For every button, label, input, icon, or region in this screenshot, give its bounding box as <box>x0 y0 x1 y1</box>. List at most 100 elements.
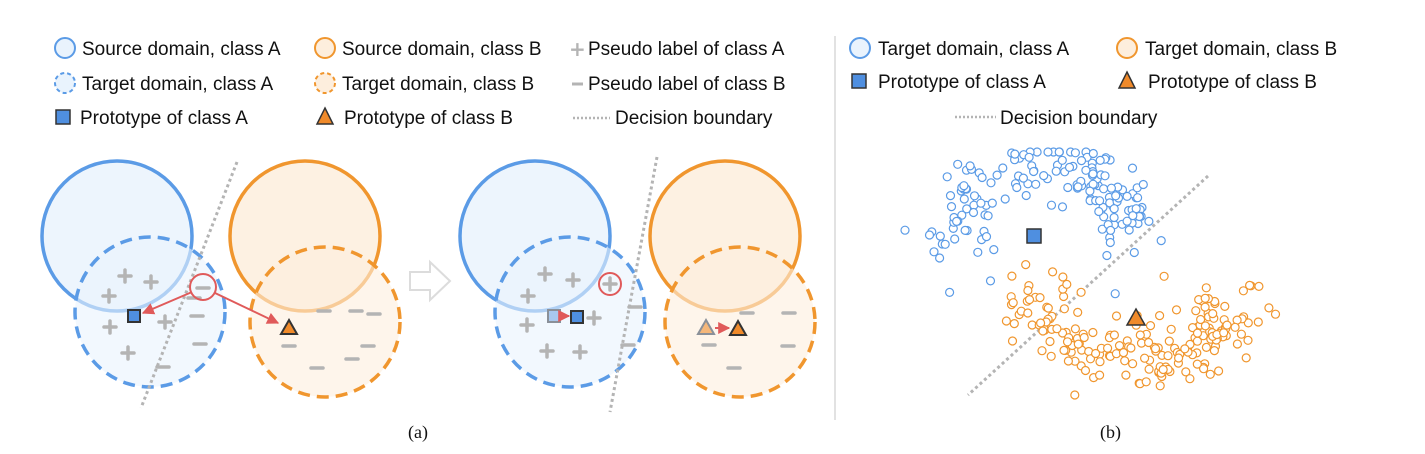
class-b-point <box>1243 335 1253 345</box>
legend-b-target-a-icon <box>849 37 871 59</box>
class-a-point <box>989 245 999 255</box>
class-b-point <box>1158 364 1168 375</box>
scatter-b <box>900 147 1281 400</box>
class-a-point <box>1000 194 1010 204</box>
class-b-point <box>1009 319 1019 329</box>
class-a-point <box>992 170 1002 180</box>
class-a-point <box>1128 211 1138 221</box>
class-a-point <box>965 161 975 171</box>
class-b-point <box>1001 316 1012 326</box>
class-a-point <box>1111 191 1121 201</box>
class-a-point <box>950 234 960 244</box>
class-a-point <box>1109 204 1119 214</box>
class-a-point <box>1070 148 1081 158</box>
class-a-point <box>935 231 945 241</box>
class-a-point <box>945 191 956 201</box>
class-a-point <box>934 253 945 263</box>
old-proto-a-marker <box>547 309 561 323</box>
class-b-point <box>1192 359 1202 369</box>
class-b-point <box>1195 314 1206 325</box>
class-b-point <box>1139 353 1150 363</box>
class-b-point <box>1126 343 1136 353</box>
class-b-point <box>1238 286 1249 296</box>
class-b-point <box>1166 324 1176 334</box>
class-b-point <box>1198 364 1209 374</box>
class-b-point <box>1070 390 1080 400</box>
class-b-point <box>1102 343 1113 353</box>
class-b-point <box>1201 283 1211 293</box>
class-b-point <box>1080 365 1091 376</box>
class-a-point <box>1012 182 1022 193</box>
class-a-point <box>986 178 996 188</box>
class-b-point <box>1185 374 1195 384</box>
class-a-point <box>1024 152 1034 162</box>
class-b-point <box>1127 359 1138 369</box>
class-b-point <box>1135 330 1145 340</box>
class-b-point <box>1200 293 1210 303</box>
class-b-point <box>1213 366 1224 376</box>
class-b-point <box>1035 293 1045 303</box>
legend-boundary-label: Decision boundary <box>615 108 773 129</box>
class-a-point <box>1028 166 1039 177</box>
legend-b-boundary-label: Decision boundary <box>1000 108 1158 129</box>
class-a-point <box>1051 166 1061 176</box>
highlight-circle-after <box>598 272 622 296</box>
class-b-point <box>1094 370 1105 380</box>
class-b-point <box>1191 306 1201 316</box>
class-a-point <box>1018 173 1029 183</box>
legend-b-target-b-label: Target domain, class B <box>1145 39 1337 60</box>
legend-b-target-a-label: Target domain, class A <box>878 39 1069 60</box>
class-a-point <box>1122 216 1132 226</box>
class-a-point <box>1094 206 1104 217</box>
class-b-point <box>1120 356 1130 366</box>
class-b-point <box>1241 353 1251 363</box>
class-a-point <box>951 216 962 226</box>
legend-b: Target domain, class A Target domain, cl… <box>849 37 1337 129</box>
class-a-point <box>1088 148 1098 159</box>
class-b-point <box>1219 328 1229 338</box>
class-a-point <box>959 181 969 191</box>
class-a-point <box>1105 237 1115 248</box>
class-b-point <box>1043 303 1053 313</box>
class-a-point <box>1031 179 1041 189</box>
class-a-point <box>1109 212 1119 223</box>
class-a-point <box>1043 147 1053 157</box>
legend-source-a-label: Source domain, class A <box>82 39 281 60</box>
class-b-point <box>1200 321 1211 331</box>
class-b-point <box>1164 336 1174 346</box>
class-a-point <box>942 172 952 182</box>
decision-boundary-line-after <box>608 156 659 413</box>
class-b-point <box>1145 321 1156 331</box>
class-a-point <box>924 230 935 240</box>
legend-proto-a-label: Prototype of class A <box>80 108 248 129</box>
legend-pseudo-a-label: Pseudo label of class A <box>588 39 785 60</box>
legend-b-proto-b-icon <box>1117 70 1137 89</box>
legend-source-a-icon <box>54 37 76 59</box>
class-a-point <box>1100 171 1110 181</box>
class-a-point <box>900 225 910 235</box>
class-a-point <box>1132 193 1143 203</box>
class-b-point <box>1200 302 1210 312</box>
pseudo-labels <box>101 268 382 370</box>
arrow-to-proto-b <box>214 292 280 324</box>
class-a-point <box>1088 169 1098 179</box>
class-b-point <box>1220 301 1230 311</box>
class-b-point <box>1155 381 1165 391</box>
class-b-point <box>1063 356 1074 366</box>
class-a-point <box>1094 196 1105 206</box>
class-a-point <box>1021 190 1031 201</box>
pseudo-labels-after <box>519 266 797 370</box>
class-b-point <box>1154 311 1165 321</box>
legend-target-a-label: Target domain, class A <box>82 74 273 95</box>
class-b-point <box>1023 285 1033 296</box>
legend-source-b-icon <box>314 37 336 59</box>
highlight-plus-after <box>602 276 618 292</box>
class-a-point <box>1122 191 1132 201</box>
class-b-point <box>1058 272 1068 282</box>
class-b-point <box>1088 327 1098 338</box>
class-a-point <box>944 287 955 297</box>
class-b-point <box>1058 291 1069 302</box>
class-b-point <box>1143 337 1154 348</box>
class-a-point <box>1098 184 1109 194</box>
legend-b-proto-a-label: Prototype of class A <box>878 72 1046 93</box>
